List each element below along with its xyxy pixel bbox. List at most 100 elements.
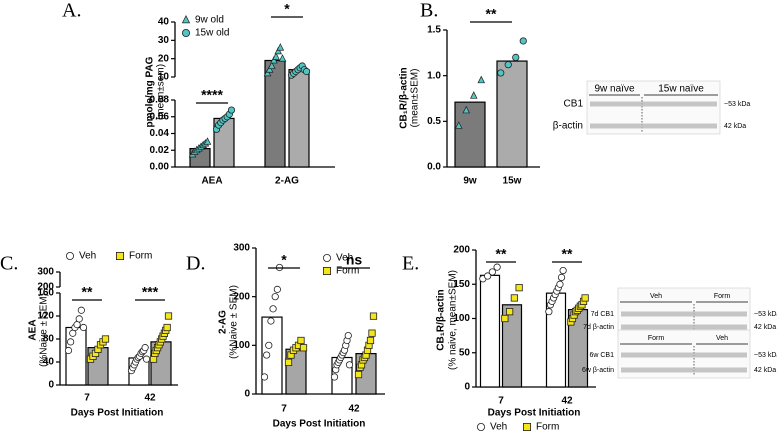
y-tick-label: 40 <box>43 357 55 368</box>
size-label: ~53 kDa <box>754 311 777 318</box>
significance-label: ** <box>496 246 507 262</box>
y-axis-title: 2-AG <box>218 310 229 334</box>
y-tick-label: 20 <box>158 53 170 64</box>
y-tick-label: 0 <box>244 389 250 400</box>
data-point <box>284 358 293 366</box>
significance-label: ** <box>562 246 573 262</box>
y-tick-label: 0.08 <box>150 95 170 106</box>
data-point <box>265 341 273 349</box>
size-label: 42 kDa <box>754 367 776 374</box>
x-tick-label: 7 <box>281 404 287 415</box>
legend-label: Veh <box>490 422 507 432</box>
x-tick-label: 9w <box>463 176 477 187</box>
blot-band <box>621 367 747 373</box>
legend-marker <box>322 253 331 262</box>
legend-label: Form <box>536 422 559 432</box>
y-tick-label: 1.0 <box>427 70 441 81</box>
significance-label: * <box>284 1 290 17</box>
x-tick-label: 15w <box>503 176 522 187</box>
y-axis-title: (%Naive ± SEM) <box>229 285 240 359</box>
data-point <box>268 61 276 69</box>
data-point <box>263 68 272 77</box>
data-point <box>164 312 173 320</box>
panel-letter: D. <box>186 253 205 275</box>
y-tick-label: 80 <box>43 334 55 345</box>
legend-label: Veh <box>79 251 96 262</box>
y-tick-label: 0.0 <box>427 162 441 173</box>
data-point <box>493 263 501 271</box>
data-point <box>263 351 271 359</box>
x-tick-label: 42 <box>561 396 573 407</box>
data-point <box>477 75 486 84</box>
legend-label: 15w old <box>195 28 229 39</box>
y-tick-label: 0.06 <box>150 111 170 122</box>
y-tick-label: 0.02 <box>150 145 170 156</box>
y-tick-label: 200 <box>233 291 250 302</box>
data-point <box>75 315 83 323</box>
data-point <box>163 323 171 332</box>
x-tick-label: 42 <box>144 393 156 404</box>
y-axis-title: AEA <box>28 319 39 340</box>
data-point <box>504 61 512 69</box>
significance-label: ** <box>486 6 497 22</box>
y-axis-title: CB₁R/β-actin <box>399 67 410 128</box>
data-point <box>556 280 564 288</box>
data-point <box>519 37 527 45</box>
bar <box>501 304 523 388</box>
data-point <box>515 284 523 292</box>
data-point <box>278 54 287 62</box>
y-tick-label: 40 <box>158 17 170 28</box>
panel-letter: A. <box>62 0 81 22</box>
legend-marker <box>476 422 485 431</box>
size-label: 42 kDa <box>754 324 776 331</box>
y-tick-label: 100 <box>233 340 250 351</box>
y-axis-title: (%Naive ± SEM) <box>39 293 50 367</box>
data-point <box>79 323 88 332</box>
data-point <box>267 317 275 325</box>
lane-label: Form <box>714 293 731 300</box>
data-point <box>488 268 496 276</box>
y-tick-label: 160 <box>37 288 54 299</box>
y-tick-label: 0.04 <box>150 128 170 139</box>
data-point <box>366 336 375 345</box>
data-point <box>141 344 149 352</box>
data-point <box>368 329 376 337</box>
legend-label: 9w old <box>195 15 224 26</box>
data-point <box>369 312 378 320</box>
y-tick-label: 200 <box>37 282 54 293</box>
data-point <box>501 314 509 323</box>
data-point <box>484 272 492 280</box>
x-axis-title: Days Post Initiation <box>71 408 164 419</box>
data-point <box>344 331 352 340</box>
data-point <box>510 294 518 302</box>
legend-marker <box>523 422 532 431</box>
y-tick-label: 100 <box>453 313 470 324</box>
lane-label: Veh <box>650 293 662 300</box>
data-point <box>581 294 589 302</box>
x-tick-label: 7 <box>498 396 504 407</box>
y-tick-label: 0 <box>464 382 470 393</box>
row-label: 6w β-actin <box>582 367 614 374</box>
row-label: 7d β-actin <box>583 324 614 331</box>
row-label: 6w CB1 <box>589 352 614 359</box>
x-tick-label: 2-AG <box>275 176 299 187</box>
x-tick-label: 7 <box>84 393 90 404</box>
panel-letter: C. <box>0 253 18 275</box>
data-point <box>559 266 567 275</box>
blot-band <box>621 352 747 358</box>
y-tick-label: 1.5 <box>427 25 441 36</box>
data-point <box>64 346 73 355</box>
row-label: β-actin <box>553 121 583 132</box>
legend-label: Form <box>336 266 359 277</box>
data-point <box>270 55 278 64</box>
data-point <box>272 52 280 60</box>
data-point <box>545 308 553 316</box>
y-axis-title: pmole/mg PAG <box>145 56 156 127</box>
blot-band <box>590 123 717 129</box>
y-tick-label: 0.00 <box>150 162 170 173</box>
x-tick-label: AEA <box>201 176 222 187</box>
bar <box>454 101 486 168</box>
data-point <box>67 338 75 346</box>
size-label: ~53 kDa <box>754 352 777 359</box>
